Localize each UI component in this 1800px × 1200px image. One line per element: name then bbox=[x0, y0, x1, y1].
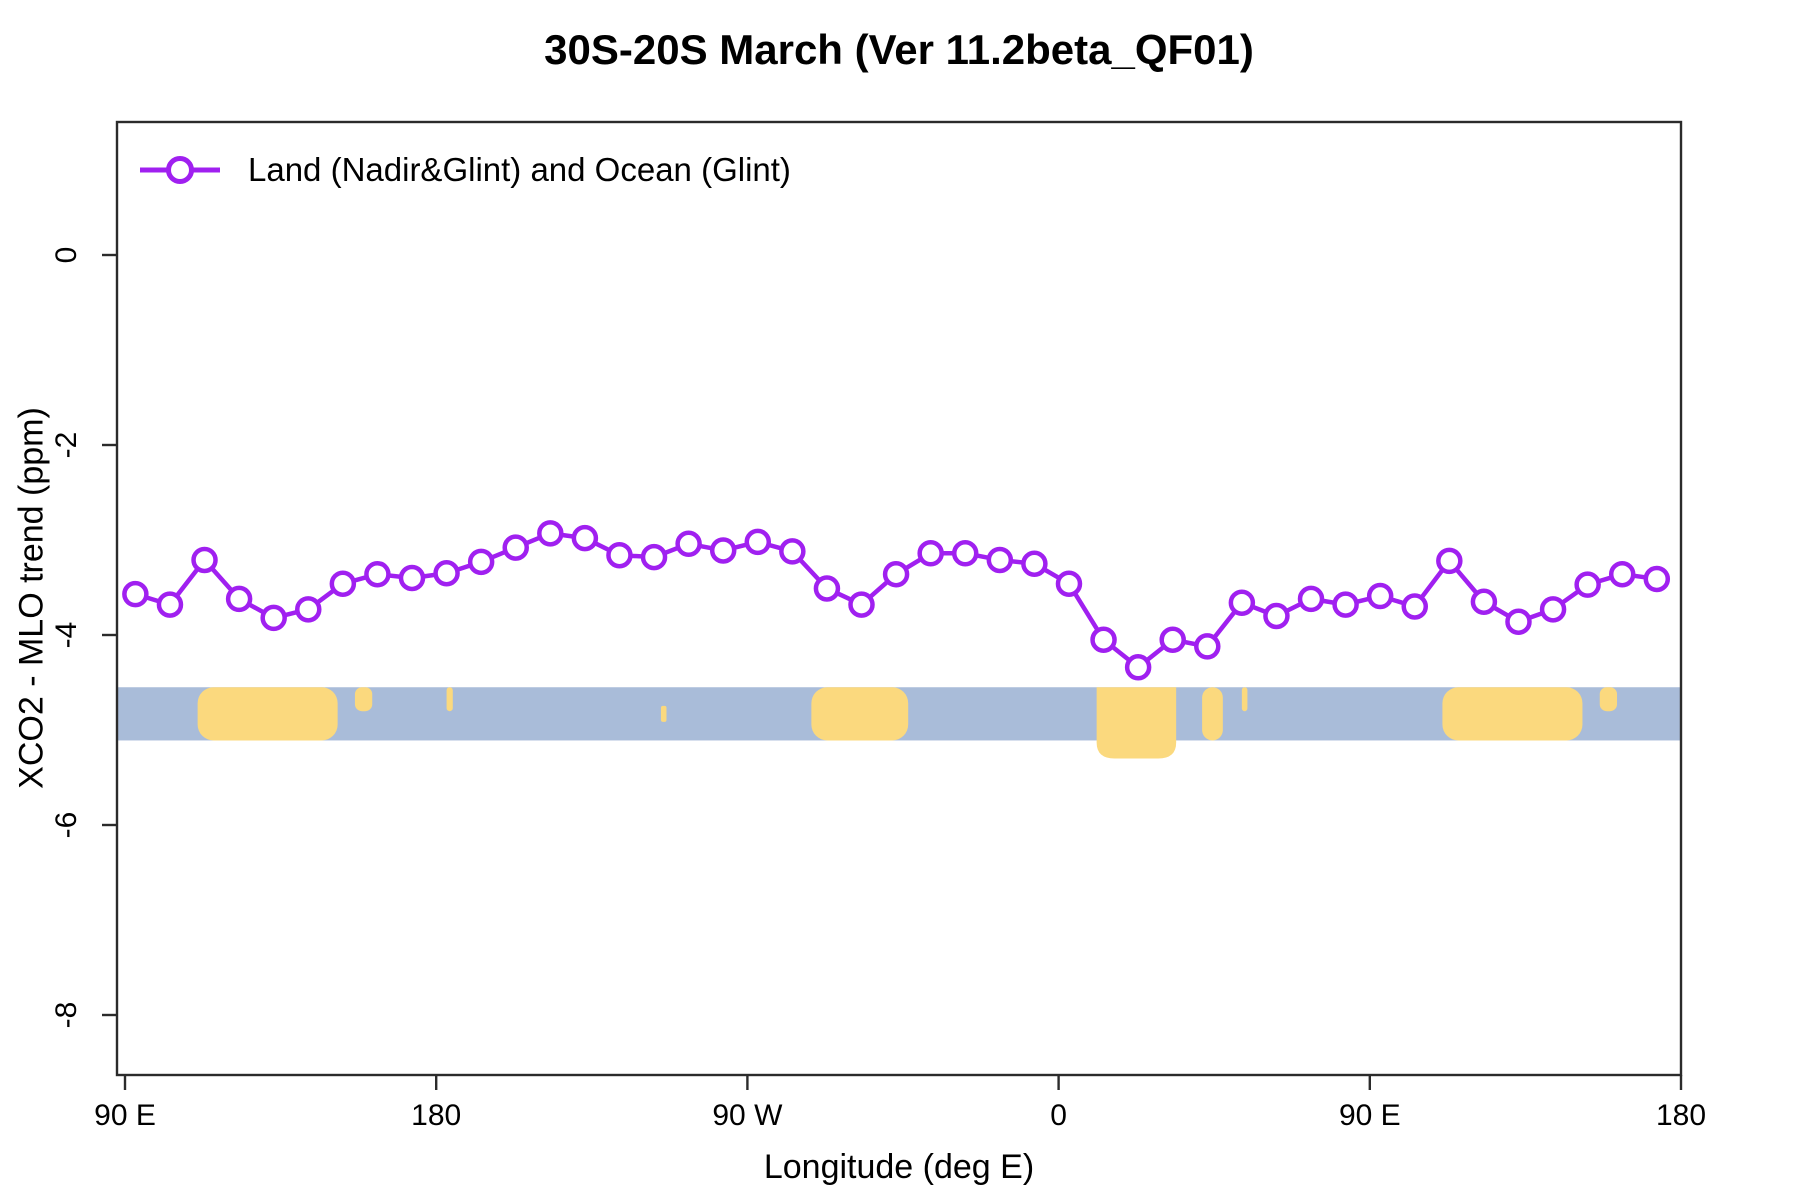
land-shape-indian-ocean-island bbox=[1241, 687, 1248, 712]
data-point bbox=[1332, 591, 1359, 618]
land-shape-madagascar bbox=[1202, 687, 1223, 741]
x-tick-label: 180 bbox=[411, 1099, 461, 1132]
x-tick-label: 0 bbox=[1050, 1099, 1067, 1132]
data-point bbox=[191, 546, 218, 574]
data-point bbox=[502, 534, 529, 561]
data-point bbox=[1159, 626, 1186, 653]
data-point bbox=[1505, 608, 1532, 635]
data-point bbox=[1297, 585, 1325, 613]
y-axis-title: XCO2 - MLO trend (ppm) bbox=[12, 407, 51, 789]
x-tick-label: 90 E bbox=[94, 1099, 156, 1132]
y-tick-label: -8 bbox=[50, 1002, 83, 1029]
data-point bbox=[329, 570, 357, 597]
data-point bbox=[225, 585, 253, 613]
data-point bbox=[156, 591, 184, 618]
data-line bbox=[133, 531, 1660, 670]
data-point bbox=[744, 528, 772, 556]
data-point bbox=[1090, 626, 1117, 653]
x-axis-title: Longitude (deg E) bbox=[763, 1148, 1035, 1186]
data-point bbox=[640, 543, 668, 571]
land-shape-pacific-island-2 bbox=[660, 705, 667, 722]
data-point bbox=[260, 604, 287, 632]
data-point bbox=[1055, 570, 1083, 597]
data-point bbox=[917, 540, 944, 567]
data-point bbox=[606, 541, 633, 569]
data-point bbox=[1228, 589, 1256, 616]
data-point bbox=[1124, 654, 1152, 681]
land-shape-new-zealand-islands bbox=[354, 687, 373, 712]
land-shape-south-america bbox=[811, 687, 909, 741]
data-point bbox=[364, 560, 391, 588]
data-point bbox=[571, 524, 599, 552]
data-point bbox=[1539, 596, 1567, 623]
data-point bbox=[1021, 550, 1048, 577]
legend-label: Land (Nadir&Glint) and Ocean (Glint) bbox=[248, 151, 791, 188]
data-point bbox=[1643, 565, 1671, 593]
legend-marker-line-circle-icon bbox=[140, 156, 220, 184]
land-shape-new-zealand-islands-wrap bbox=[1599, 687, 1618, 712]
data-point bbox=[1436, 547, 1463, 575]
x-tick-label: 180 bbox=[1656, 1099, 1706, 1132]
data-point bbox=[813, 575, 841, 602]
land-shape-australia-wrap bbox=[1442, 687, 1583, 741]
chart-title: 30S-20S March (Ver 11.2beta_QF01) bbox=[544, 26, 1254, 73]
data-point bbox=[122, 580, 149, 608]
data-point bbox=[398, 564, 426, 592]
y-tick-label: -6 bbox=[50, 812, 83, 839]
data-point bbox=[1263, 602, 1290, 630]
data-point bbox=[467, 548, 495, 576]
data-point bbox=[1574, 571, 1601, 598]
data-point bbox=[433, 560, 460, 587]
y-tick-label: 0 bbox=[50, 247, 83, 264]
data-point bbox=[986, 546, 1014, 574]
land-shape-pacific-island bbox=[446, 687, 453, 712]
data-point bbox=[295, 596, 322, 623]
data-point bbox=[882, 560, 910, 588]
x-tick-label: 90 W bbox=[712, 1099, 783, 1132]
plot-frame bbox=[115, 120, 1683, 1077]
data-point bbox=[709, 537, 737, 564]
y-tick-label: -4 bbox=[50, 622, 83, 649]
data-point bbox=[1401, 593, 1429, 620]
data-point bbox=[1608, 560, 1636, 588]
x-tick-label: 90 E bbox=[1339, 1099, 1401, 1132]
land-shape-australia bbox=[197, 687, 338, 741]
data-point bbox=[1366, 582, 1394, 610]
data-point bbox=[951, 540, 979, 567]
data-point bbox=[1470, 588, 1498, 615]
data-point bbox=[779, 538, 806, 565]
y-tick-label: -2 bbox=[50, 432, 83, 459]
data-point bbox=[537, 520, 564, 547]
land-shape-africa bbox=[1096, 687, 1177, 759]
data-point bbox=[675, 530, 702, 558]
legend: Land (Nadir&Glint) and Ocean (Glint) bbox=[138, 150, 791, 190]
data-point bbox=[1194, 633, 1221, 660]
data-point bbox=[848, 591, 875, 618]
